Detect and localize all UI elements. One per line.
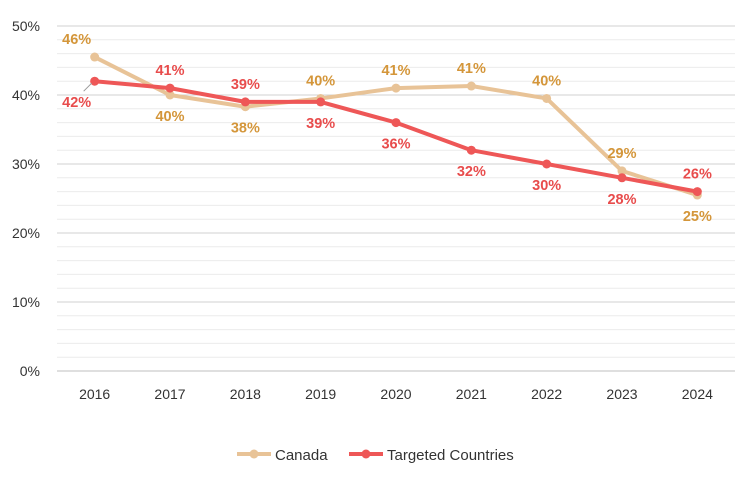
- data-label: 28%: [607, 192, 636, 208]
- data-label: 26%: [683, 167, 712, 183]
- x-tick-label: 2024: [682, 386, 713, 402]
- series-lines: [90, 52, 702, 200]
- x-tick-label: 2021: [456, 386, 487, 402]
- data-label: 39%: [306, 116, 335, 132]
- data-point: [542, 159, 552, 169]
- data-point: [542, 93, 552, 103]
- y-tick-label: 30%: [12, 156, 40, 172]
- data-labels: 46% 42% 40% 41% 38% 39% 40% 39% 41% 36% 41% 32% 40% 3…: [62, 32, 712, 225]
- data-label: 30%: [532, 178, 561, 194]
- data-label: 40%: [306, 73, 335, 89]
- data-point: [90, 52, 100, 62]
- data-point: [391, 118, 401, 128]
- data-point: [692, 187, 702, 197]
- legend-swatch-marker: [249, 449, 259, 459]
- data-point: [316, 97, 326, 107]
- x-tick-label: 2018: [230, 386, 261, 402]
- x-tick-label: 2019: [305, 386, 336, 402]
- data-point: [466, 145, 476, 155]
- data-label: 29%: [607, 146, 636, 162]
- legend: Canada Targeted Countries: [237, 447, 514, 464]
- y-tick-label: 0%: [20, 363, 40, 379]
- legend-swatch-marker: [361, 449, 371, 459]
- y-tick-label: 20%: [12, 225, 40, 241]
- data-label: 40%: [532, 73, 561, 89]
- data-label: 42%: [62, 95, 91, 111]
- data-point: [165, 90, 175, 100]
- y-axis: 0% 10% 20% 30% 40% 50%: [12, 18, 40, 379]
- data-label: 25%: [683, 209, 712, 225]
- gridlines: [57, 25, 735, 372]
- data-label: 32%: [457, 164, 486, 180]
- data-label: 46%: [62, 32, 91, 48]
- data-point: [391, 83, 401, 93]
- data-label: 38%: [231, 121, 260, 137]
- data-point: [617, 166, 627, 176]
- data-point: [240, 97, 250, 107]
- legend-label: Targeted Countries: [387, 447, 514, 464]
- data-point: [617, 173, 627, 183]
- data-label: 40%: [155, 109, 184, 125]
- data-point: [90, 76, 100, 86]
- data-label: 41%: [381, 63, 410, 79]
- data-point: [165, 83, 175, 93]
- x-tick-label: 2016: [79, 386, 110, 402]
- legend-label: Canada: [275, 447, 328, 464]
- data-label: 41%: [155, 63, 184, 79]
- data-label: 36%: [381, 137, 410, 153]
- x-tick-label: 2022: [531, 386, 562, 402]
- x-axis: 2016 2017 2018 2019 2020 2021 2022 2023 2024: [79, 386, 713, 402]
- x-tick-label: 2023: [606, 386, 637, 402]
- y-tick-label: 40%: [12, 87, 40, 103]
- y-tick-label: 10%: [12, 294, 40, 310]
- x-tick-label: 2017: [154, 386, 185, 402]
- data-point: [466, 81, 476, 91]
- x-tick-label: 2020: [380, 386, 411, 402]
- data-label: 39%: [231, 77, 260, 93]
- y-tick-label: 50%: [12, 18, 40, 34]
- data-label: 41%: [457, 61, 486, 77]
- label-leader-line: [83, 82, 93, 92]
